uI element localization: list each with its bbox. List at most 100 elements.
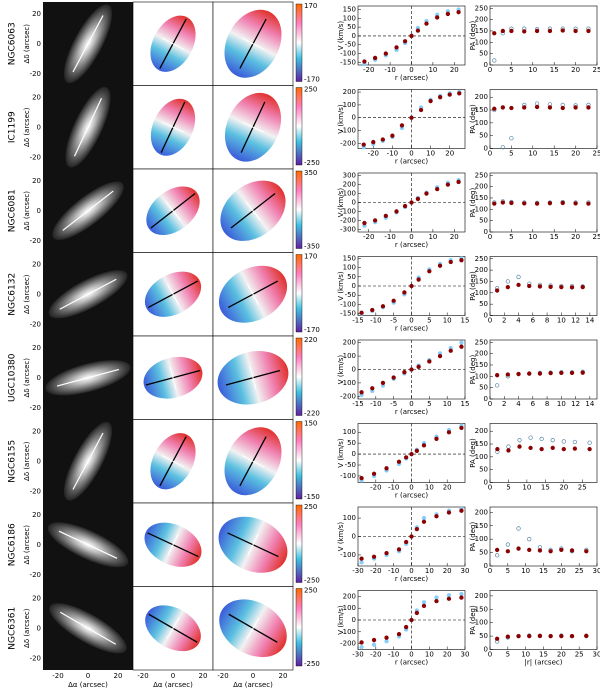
y-tick-label: 200 — [475, 16, 488, 24]
y-axis-label: PA (deg) — [469, 438, 477, 468]
y-axis-label: V (km/s) — [337, 271, 345, 301]
data-point — [517, 444, 522, 449]
x-tick-label: 2 — [502, 317, 506, 325]
x-tick-label: 5 — [509, 233, 513, 241]
data-point — [505, 284, 510, 290]
x-axis-label: r (arcsec) — [395, 325, 428, 333]
data-point — [516, 526, 521, 531]
minor-axis — [166, 283, 180, 306]
data-point — [409, 534, 414, 539]
data-point — [572, 446, 578, 451]
data-point — [359, 644, 364, 650]
data-point — [505, 279, 510, 284]
image-y-tick-label: -20 — [30, 654, 41, 662]
y-tick-label: 50 — [479, 132, 488, 140]
data-point — [402, 203, 408, 209]
x-tick-label: 10 — [425, 651, 434, 659]
plot-frame — [489, 5, 598, 66]
colorbar-tick-label: -250 — [304, 577, 320, 585]
minor-axis — [247, 533, 259, 556]
minor-axis — [165, 200, 181, 221]
y-tick-label: 150 — [475, 605, 488, 613]
colorbar — [295, 588, 303, 667]
y-tick-label: 150 — [475, 277, 488, 285]
x-tick-label: 10 — [521, 651, 530, 659]
x-tick-label: 25 — [593, 150, 600, 158]
x-tick-label: 20 — [443, 567, 452, 575]
y-tick-label: 0 — [484, 479, 488, 487]
x-tick-label: 10 — [521, 567, 530, 575]
y-tick-label: -200 — [340, 216, 356, 224]
y-tick-label: 150 — [475, 27, 488, 35]
colorbar-tick-label: -250 — [304, 660, 320, 668]
x-tick-label: 6 — [531, 400, 536, 408]
data-point — [550, 445, 555, 451]
data-point — [561, 447, 566, 452]
slit-line — [72, 15, 104, 73]
data-point — [516, 633, 521, 639]
data-point — [580, 284, 585, 290]
data-point — [527, 537, 532, 542]
data-point — [427, 359, 432, 364]
y-tick-label: 100 — [475, 289, 488, 297]
colorbar — [295, 504, 303, 583]
image-x-tick-label: 20 — [199, 672, 208, 680]
colorbar-tick-label: 250 — [304, 503, 317, 511]
y-tick-label: 0 — [352, 616, 356, 624]
colorbar-tick-label: 170 — [304, 253, 317, 261]
image-y-label: Δδ (arcsec) — [23, 441, 31, 481]
x-tick-label: 20 — [443, 651, 452, 659]
data-point — [584, 633, 589, 638]
image-y-tick-label: 0 — [37, 457, 41, 465]
data-point — [394, 45, 399, 50]
x-tick-label: -10 — [384, 66, 395, 74]
colorbar — [295, 254, 303, 333]
x-tick-label: 0 — [488, 317, 492, 325]
data-point — [522, 29, 527, 34]
y-axis-label: PA (deg) — [469, 21, 477, 51]
y-tick-label: 100 — [475, 38, 488, 46]
data-point — [399, 123, 405, 128]
image-y-label: Δδ (arcsec) — [23, 358, 31, 398]
y-tick-label: -150 — [340, 58, 356, 66]
y-tick-label: -200 — [340, 640, 356, 648]
y-tick-label: 150 — [475, 522, 488, 530]
x-tick-label: 0 — [488, 400, 492, 408]
x-tick-label: 0 — [488, 233, 492, 241]
image-x-tick-label: 0 — [86, 672, 90, 680]
data-point — [548, 370, 553, 376]
data-point — [534, 104, 540, 110]
data-point — [537, 548, 543, 553]
data-point — [494, 553, 500, 558]
data-point — [569, 285, 575, 290]
data-point — [537, 371, 543, 376]
x-tick-label: 0 — [409, 150, 413, 158]
data-point — [509, 105, 514, 111]
data-point — [560, 105, 565, 111]
x-tick-label: -20 — [370, 651, 381, 659]
x-tick-label: 0 — [488, 150, 492, 158]
slit-line — [72, 432, 104, 490]
data-point — [438, 95, 443, 100]
x-tick-label: 30 — [593, 651, 600, 659]
minor-axis — [246, 283, 260, 306]
data-point — [359, 560, 364, 565]
x-tick-label: -30 — [352, 567, 363, 575]
x-tick-label: -5 — [390, 317, 397, 325]
x-tick-label: 15 — [461, 400, 470, 408]
data-point — [384, 635, 389, 640]
x-tick-label: 0 — [409, 66, 413, 74]
x-tick-label: -20 — [370, 567, 381, 575]
data-point — [384, 466, 389, 471]
y-axis-label: PA (deg) — [469, 188, 477, 218]
x-tick-label: 4 — [516, 317, 521, 325]
x-tick-label: 10 — [528, 233, 537, 241]
data-point — [371, 637, 377, 643]
x-tick-label: -10 — [370, 317, 381, 325]
x-tick-label: 15 — [550, 66, 559, 74]
y-tick-label: 200 — [475, 183, 488, 191]
data-point — [415, 28, 421, 33]
image-y-tick-label: 0 — [37, 40, 41, 48]
slit-line — [59, 611, 117, 645]
y-tick-label: 0 — [352, 32, 356, 40]
